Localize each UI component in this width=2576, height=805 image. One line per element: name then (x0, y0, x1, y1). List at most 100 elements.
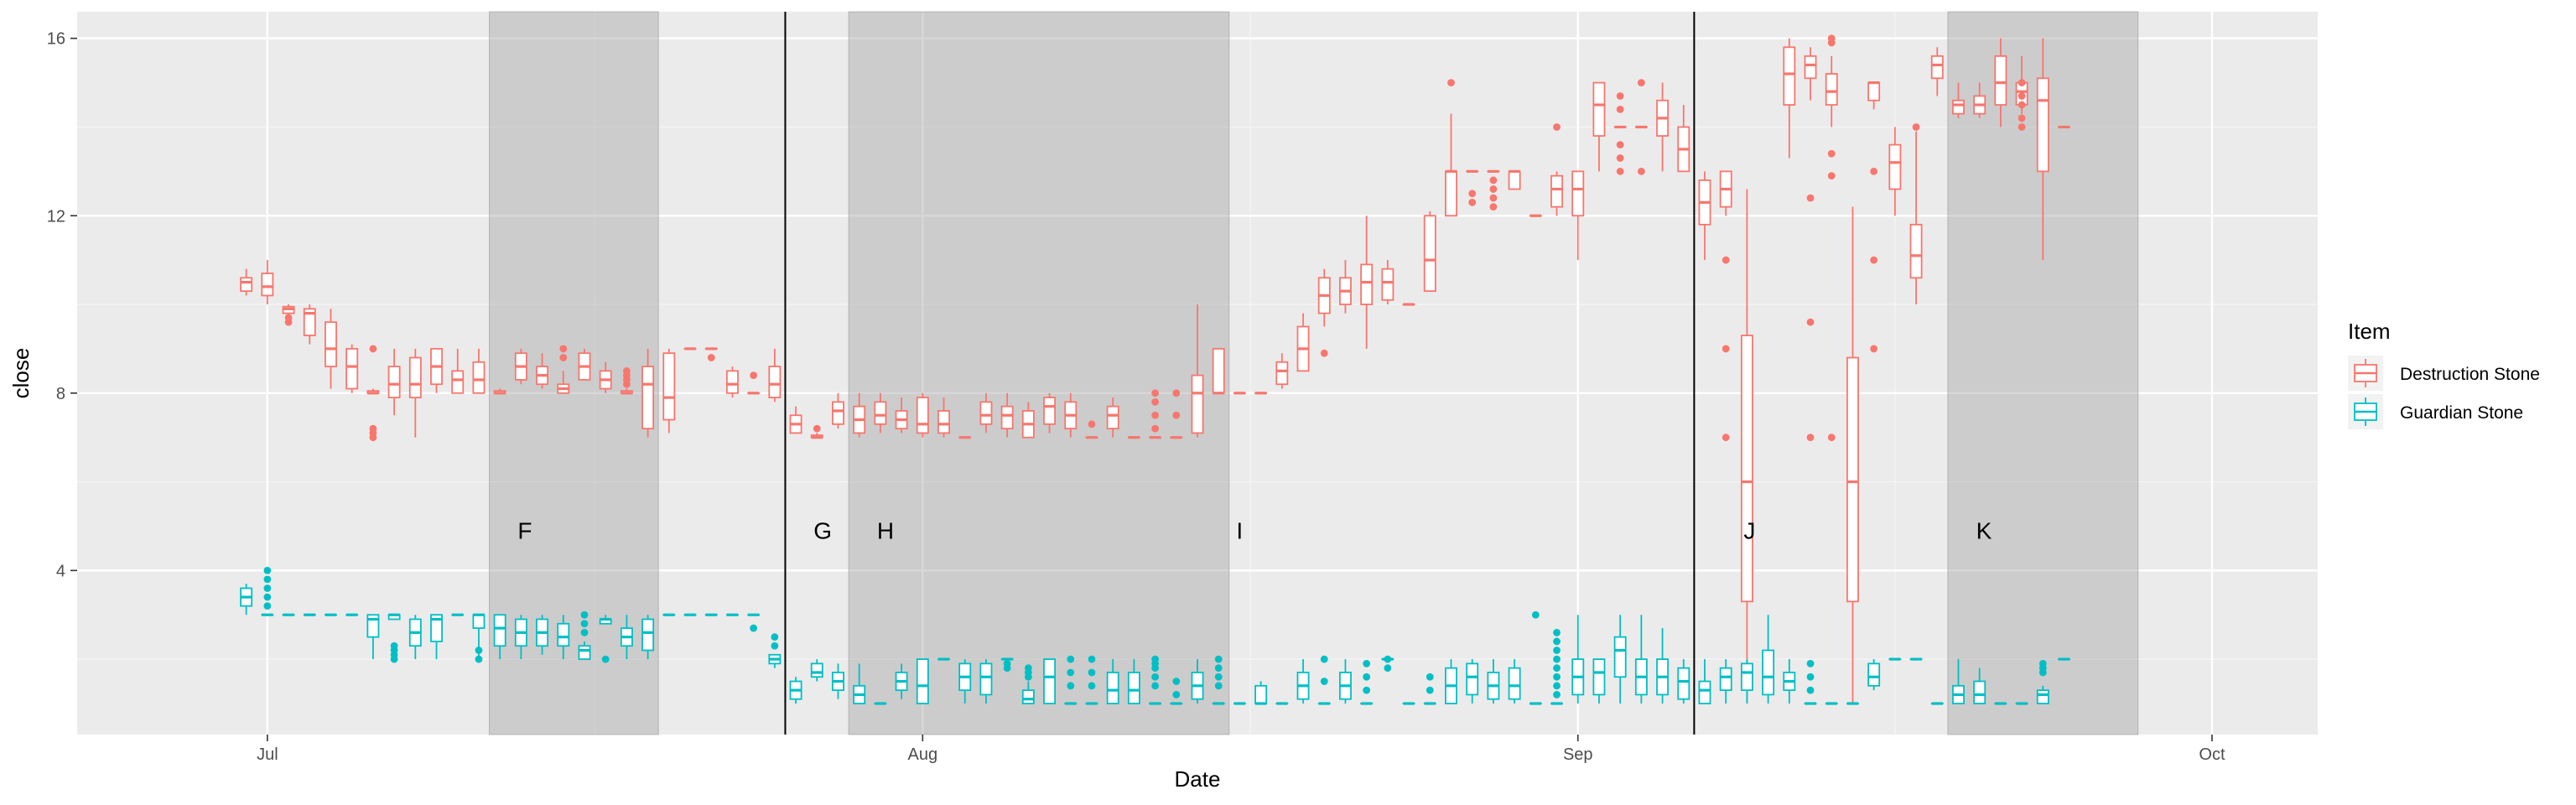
outlier-point (1553, 655, 1561, 663)
outlier-point (390, 641, 398, 650)
outlier-point (707, 354, 715, 361)
outlier-point (622, 366, 631, 375)
boxplot-box (979, 392, 993, 434)
boxplot-marks (240, 34, 2070, 705)
box-iqr (430, 614, 443, 642)
box-iqr (1275, 361, 1289, 386)
period-annotations: F G H I J K (517, 518, 1992, 544)
outlier-point (580, 620, 589, 628)
box-iqr (1254, 684, 1268, 704)
box-iqr (1719, 667, 1732, 692)
box-iqr (451, 370, 465, 394)
outlier-point (2018, 92, 2026, 100)
box-iqr (1762, 649, 1775, 696)
outlier-point (771, 633, 779, 641)
boxplot-box (557, 615, 570, 660)
box-iqr (810, 662, 823, 678)
boxplot-box (1466, 659, 1479, 704)
outlier-point (1214, 673, 1223, 681)
shaded-period (489, 11, 659, 735)
box-iqr (1613, 636, 1627, 678)
x-tick-label: Jul (257, 745, 278, 764)
outlier-point (601, 655, 610, 663)
outlier-point (1616, 167, 1624, 175)
box-iqr (937, 410, 950, 434)
boxplot-box (2036, 659, 2049, 704)
outlier-point (284, 314, 293, 322)
boxplot-box (704, 347, 718, 361)
outlier-point (1870, 256, 1878, 264)
outlier-point (1003, 659, 1011, 667)
boxplot-box (366, 345, 380, 442)
outlier-point (1024, 664, 1032, 673)
boxplot-box (747, 371, 761, 395)
outlier-point (1912, 123, 1920, 131)
x-tick-label: Aug (908, 745, 938, 764)
box-iqr (641, 366, 655, 430)
boxplot-box (261, 566, 274, 616)
boxplot-box (1930, 47, 1944, 96)
boxplot-box (1064, 392, 1078, 438)
box-iqr (2036, 77, 2049, 173)
outlier-point (1806, 686, 1815, 694)
box-iqr (1381, 267, 1394, 301)
outlier-point (1151, 389, 1159, 397)
y-tick-label: 16 (47, 30, 65, 49)
outlier-point (1827, 39, 1836, 47)
boxplot-box (1656, 82, 1670, 172)
boxplot-box (1317, 268, 1331, 357)
boxplot-box (1677, 659, 1690, 704)
box-iqr (662, 352, 676, 421)
boxplot-box (747, 613, 761, 632)
box-iqr (472, 614, 486, 629)
boxplot-box (979, 659, 993, 704)
outlier-point (1553, 664, 1561, 673)
box-iqr (1550, 174, 1563, 208)
boxplot-box (1212, 655, 1225, 705)
outlier-point (1426, 686, 1434, 694)
boxplot-box (1508, 169, 1521, 190)
outlier-point (1320, 678, 1328, 685)
outlier-point (369, 345, 377, 353)
outlier-point (1151, 397, 1159, 406)
boxplot-box (1613, 92, 1627, 175)
boxplot-box (1445, 79, 1457, 217)
boxplot-box (1740, 659, 1753, 704)
outlier-point (1553, 682, 1561, 690)
outlier-point (771, 641, 779, 650)
outlier-point (1616, 105, 1624, 113)
boxplot-box (578, 610, 591, 660)
box-iqr (725, 370, 739, 394)
box-iqr (1804, 55, 1817, 80)
boxplot-box (1487, 659, 1500, 704)
boxplot-box (472, 348, 486, 394)
outlier-point (1426, 673, 1434, 681)
y-axis-title: close (8, 348, 34, 399)
boxplot-box (916, 658, 929, 704)
boxplot-box (1571, 170, 1585, 261)
boxplot-box (1973, 667, 1987, 704)
outlier-point (1616, 141, 1624, 149)
boxplot-box (1698, 659, 1711, 704)
boxplot-box (1825, 34, 1838, 442)
box-iqr (557, 622, 570, 647)
outlier-point (580, 628, 589, 636)
box-iqr (1466, 662, 1479, 696)
boxplot-box (810, 424, 823, 439)
boxplot-box (430, 614, 443, 660)
box-iqr (1952, 99, 1965, 115)
outlier-point (475, 647, 483, 654)
boxplot-box (1360, 216, 1374, 349)
boxplot-box (430, 348, 443, 393)
boxplot-box (1170, 678, 1183, 705)
period-annotation-label: I (1236, 518, 1243, 544)
boxplot-box (2015, 55, 2028, 131)
box-iqr (1592, 658, 1606, 696)
outlier-point (1151, 655, 1159, 663)
box-iqr (1740, 335, 1753, 603)
boxplot-box (1064, 655, 1078, 705)
boxplot-box (1634, 615, 1648, 704)
boxplot-box (1021, 664, 1035, 704)
boxplot-box (1677, 105, 1690, 173)
boxplot-box (1043, 392, 1057, 434)
